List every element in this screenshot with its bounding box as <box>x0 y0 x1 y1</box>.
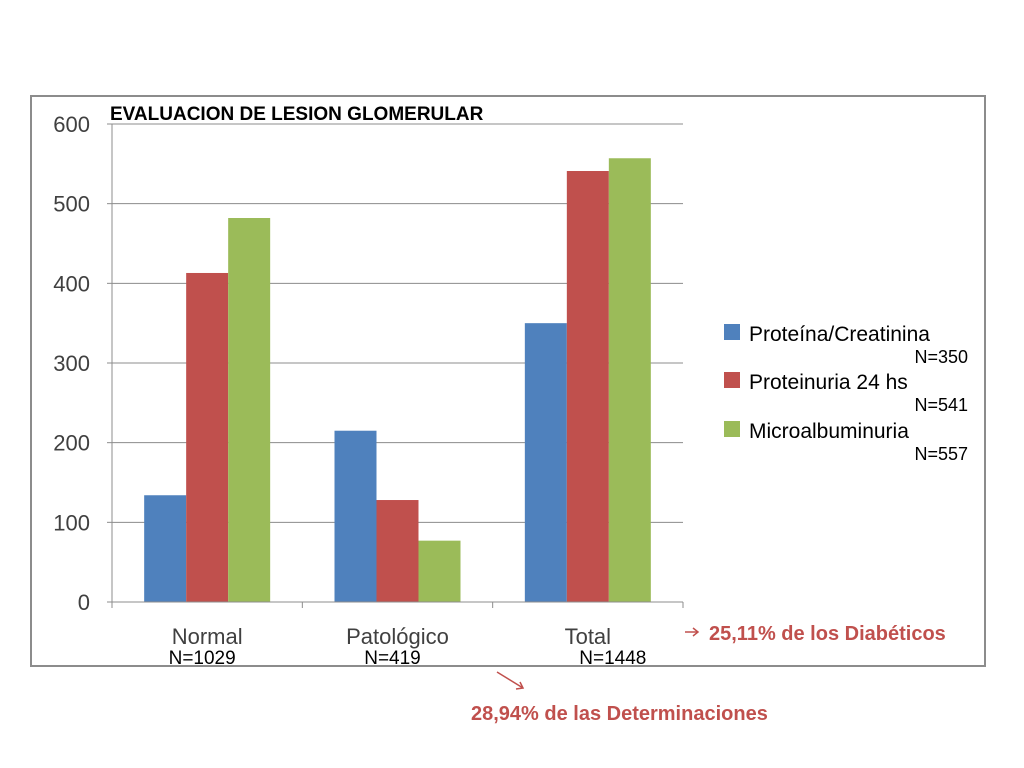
y-tick-label: 400 <box>53 271 90 296</box>
legend-count-label: N=557 <box>914 444 968 464</box>
bar <box>418 540 461 602</box>
x-tick-label: Patológico <box>346 624 449 649</box>
y-tick-label: 300 <box>53 351 90 376</box>
y-tick-label: 600 <box>53 112 90 137</box>
chart-title: EVALUACION DE LESION GLOMERULAR <box>110 104 484 125</box>
bar <box>566 171 609 602</box>
category-count-label: N=419 <box>364 648 421 669</box>
arrow-down-right-icon <box>496 671 524 689</box>
y-tick-label: 500 <box>53 192 90 217</box>
y-tick-label: 0 <box>78 590 90 615</box>
annotation-diabetics: 25,11% de los Diabéticos <box>709 623 946 645</box>
legend-swatch <box>724 421 740 437</box>
legend-label: Proteína/Creatinina <box>749 323 930 346</box>
bar <box>334 430 377 602</box>
bar <box>144 495 187 602</box>
arrow-head-icon <box>515 681 525 690</box>
bar <box>186 272 229 602</box>
legend-count-label: N=541 <box>914 395 968 415</box>
legend-count-label: N=350 <box>914 347 968 367</box>
legend-swatch <box>724 324 740 340</box>
legend-label: Proteinuria 24 hs <box>749 371 908 394</box>
arrow-head-icon <box>692 627 700 637</box>
bar <box>228 218 271 603</box>
annotation-determinations: 28,94% de las Determinaciones <box>471 703 768 725</box>
bar <box>608 158 651 603</box>
x-tick-label: Total <box>565 624 611 649</box>
x-tick-label: Normal <box>172 624 243 649</box>
bar <box>524 323 567 602</box>
y-tick-label: 100 <box>53 510 90 535</box>
y-axis-ticks: 0 100 200 300 400 500 600 <box>53 112 112 615</box>
bars <box>144 158 651 603</box>
bar <box>376 500 419 602</box>
legend-label: Microalbuminuria <box>749 420 909 443</box>
category-count-label: N=1448 <box>579 648 646 669</box>
category-count-label: N=1029 <box>169 648 236 669</box>
legend-swatch <box>724 372 740 388</box>
annotations: 25,11% de los Diabéticos 28,94% de las D… <box>471 623 946 725</box>
y-tick-label: 200 <box>53 431 90 456</box>
